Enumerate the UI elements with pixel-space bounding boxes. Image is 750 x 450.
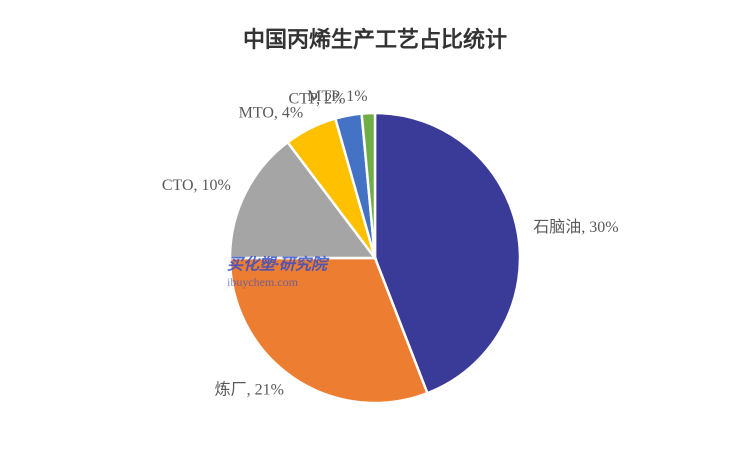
pie-slice <box>360 111 377 259</box>
data-label: CTP, 2% <box>289 90 346 107</box>
data-label: 石脑油, 30% <box>533 218 618 236</box>
watermark-site: ibuychem.com <box>227 275 299 289</box>
pie-slice <box>228 140 378 260</box>
pie <box>228 111 522 405</box>
pie-slice <box>228 256 429 405</box>
data-label: MTO, 4% <box>239 105 304 122</box>
data-label: CTO, 10% <box>162 177 231 194</box>
data-label: 炼厂, 21% <box>215 380 284 398</box>
watermark-name: 买化塑·研究院 <box>227 256 330 274</box>
pie-slice <box>373 111 522 395</box>
chart-title: 中国丙烯生产工艺占比统计 <box>243 27 507 52</box>
data-label: MTP, 1% <box>307 88 367 105</box>
